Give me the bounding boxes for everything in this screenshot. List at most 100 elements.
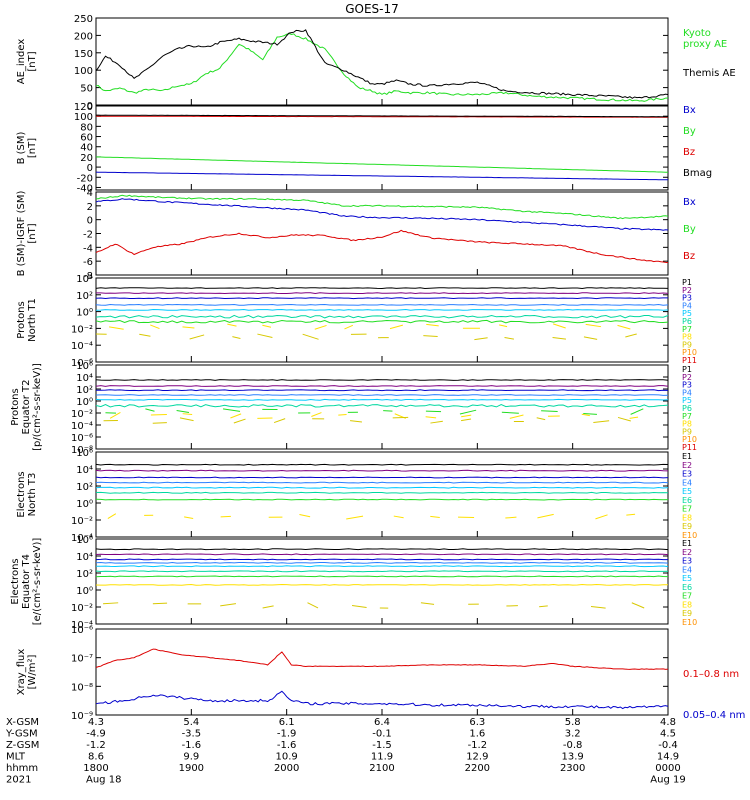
y-axis-label: AE_index [nT] [16,39,38,85]
axis-row-value: 6.1 [279,717,295,728]
channel-line [95,583,669,586]
channel-fragment [541,410,558,412]
panel-xray: 10⁻⁹ 10⁻⁸ 10⁻⁷ 10⁻⁶ Xray_flux [W/m²] 0.1–0.8 n… [16,625,745,722]
channel-fragment [262,324,272,328]
channel-label: E7 [682,505,692,514]
legend-label: Themis AE [682,68,736,79]
channel-fragment [552,337,567,340]
axis-row-value: 6.4 [374,717,390,728]
y-tick-label: 100 [74,66,93,77]
series-line-bmag [96,114,668,118]
y-axis-label-line: [p/(cm²-s-sr-keV)] [32,363,43,451]
channel-fragment [617,324,631,330]
legend-label: Kyoto [683,28,711,39]
channel-fragment [617,416,631,422]
end-date: Aug 19 [650,775,685,786]
y-axis-label-line: North T1 [27,298,38,342]
channel-fragment [230,413,242,419]
channel-line [95,314,669,319]
channel-line [95,491,669,494]
channel-fragment [302,333,319,340]
channel-label: E5 [682,487,692,496]
y-tick-label: -8 [83,271,93,282]
channel-fragment [389,324,404,330]
channel-line [95,498,669,501]
channel-label: P11 [682,356,697,365]
bottom-axis-table: X-GSM 4.3 5.4 6.1 6.4 6.3 5.8 4.8Y-GSM -4.9 -3.5-… [5,717,686,786]
channel-fragment [311,412,322,417]
channel-label: E8 [682,600,692,609]
channel-fragment [631,602,645,609]
channel-line [96,565,669,568]
y-tick-label: 2 [87,202,93,213]
y-axis-label-line: [nT] [27,223,38,243]
axis-row-value: 3.2 [565,729,581,740]
channel-label: P10 [682,435,697,444]
y-tick-label: 100 [74,112,93,123]
y-tick-label: 10⁶ [76,535,93,546]
channel-line [95,379,669,381]
series-line-bz [95,229,669,264]
y-tick-label: 10⁻⁹ [71,711,93,722]
y-axis-label-line: [nT] [27,51,38,71]
axis-row-value: -1.5 [372,740,392,751]
channel-label: E4 [682,565,692,574]
y-axis-label-line: B (SM) [16,131,27,164]
channel-fragment [184,516,194,520]
series-line-kyoto-proxy-ae [95,32,669,102]
channel-fragment [346,515,364,520]
channel-line [95,297,668,300]
channel-fragment [504,337,514,340]
axis-row-label: Y-GSM [5,729,38,740]
channel-label: E3 [682,470,692,479]
channel-fragment [307,602,319,609]
axis-row-value: -1.6 [277,740,297,751]
channel-fragment [232,336,241,339]
channel-fragment [338,413,347,416]
channel-fragment [585,323,602,328]
y-tick-label: 10² [76,569,93,580]
y-axis-label-line: Protons [16,301,27,338]
axis-row-value: 1900 [179,763,204,774]
panel-frame [95,105,669,191]
channel-label: P4 [682,388,692,397]
axis-row-value: -1.6 [182,740,202,751]
channel-label: P6 [682,317,692,326]
channel-label: P10 [682,348,697,357]
channel-fragment [182,413,193,416]
channel-fragment [220,603,237,607]
y-axis-label: B (SM)-IGRF (SM) [nT] [16,191,38,277]
channel-label: E3 [682,557,692,566]
channel-label: P1 [682,278,692,287]
y-axis-label-line: Electrons [10,558,21,604]
channel-label: E8 [682,513,692,522]
channel-label: E10 [682,618,697,627]
axis-row-value: 5.8 [565,717,581,728]
axis-row-value: -0.1 [372,729,392,740]
channel-fragment [257,333,273,338]
channel-label: E1 [682,539,692,548]
channel-label: P7 [682,325,692,334]
y-tick-label: 60 [80,133,93,144]
channel-label: E5 [682,574,692,583]
channel-line [95,553,669,556]
channel-fragment [626,513,636,516]
channel-fragment [501,411,519,414]
channel-line [95,319,669,324]
y-tick-label: 0 [87,163,93,174]
channel-fragment [630,408,644,415]
series-line-by [96,194,669,220]
axis-row-label: Z-GSM [6,740,39,751]
channel-fragment [423,335,438,338]
axis-row-value: -0.4 [658,740,678,751]
legend-label: By [683,224,696,235]
channel-fragment [150,324,160,330]
channel-fragment [103,602,119,605]
y-tick-label: -4 [83,243,93,254]
panel-frame [95,628,669,716]
legend-label: Bz [683,251,695,262]
legend-label: 0.05–0.4 nm [683,710,745,721]
axis-row-value: 12.9 [466,752,488,763]
channel-fragment [581,413,590,417]
